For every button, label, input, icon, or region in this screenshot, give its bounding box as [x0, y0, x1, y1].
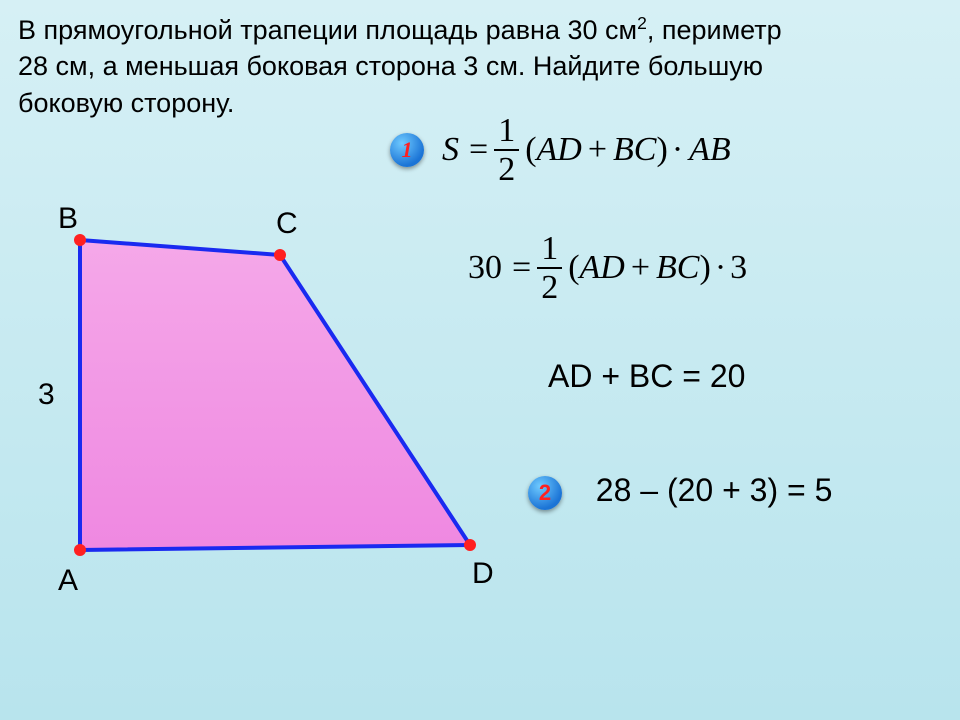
vertex-D-label: D [472, 557, 494, 591]
s1-AB: AB [689, 131, 731, 169]
s1-dot: · [672, 131, 683, 169]
vertex-C-label: C [276, 207, 298, 241]
s1-open: ( [525, 131, 536, 169]
problem-after-sq: , периметр [647, 15, 782, 45]
trapezoid-shape [80, 240, 470, 550]
s2-dot: · [715, 249, 726, 287]
s1-close: ) [656, 131, 667, 169]
s2-AD: AD [580, 249, 625, 287]
s1-lhs: S [442, 131, 459, 169]
vertex-C-point [274, 249, 286, 261]
problem-line3: боковую сторону. [18, 88, 234, 118]
s2-BC: BC [656, 249, 699, 287]
s2-lhs: 30 [468, 249, 502, 287]
s1-plus: + [588, 131, 607, 169]
side-AB-length: 3 [38, 378, 55, 412]
step-badge-1: 1 [390, 133, 424, 167]
s2-close: ) [699, 249, 710, 287]
vertex-A-point [74, 544, 86, 556]
s1-AD: AD [537, 131, 582, 169]
formula-answer: 2 28 – (20 + 3) = 5 [528, 472, 832, 510]
step-badge-2: 2 [528, 476, 562, 510]
s4-expr: 28 – (20 + 3) = 5 [596, 472, 833, 508]
s1-frac: 1 2 [494, 112, 519, 189]
formula-area: 1 S = 1 2 ( AD + BC ) · AB [390, 112, 731, 189]
vertex-D-point [464, 539, 476, 551]
s2-plus: + [631, 249, 650, 287]
problem-statement: В прямоугольной трапеции площадь равна 3… [18, 12, 942, 121]
formula-sum-bases: AD + BC = 20 [548, 358, 745, 395]
problem-line2: 28 см, а меньшая боковая сторона 3 см. Н… [18, 51, 763, 81]
trapezoid-svg [30, 200, 500, 600]
s2-frac: 1 2 [537, 230, 562, 307]
vertex-B-label: B [58, 202, 78, 236]
s2-open: ( [568, 249, 579, 287]
s2-three: 3 [730, 249, 747, 287]
problem-line1: В прямоугольной трапеции площадь равна 3… [18, 15, 637, 45]
s1-eq: = [469, 131, 488, 169]
s2-eq: = [512, 249, 531, 287]
vertex-A-label: A [58, 564, 78, 598]
s1-BC: BC [613, 131, 656, 169]
trapezoid-diagram: A B C D 3 [30, 200, 500, 600]
formula-substituted: 30 = 1 2 ( AD + BC ) · 3 [468, 230, 747, 307]
unit-sq: 2 [637, 13, 647, 33]
